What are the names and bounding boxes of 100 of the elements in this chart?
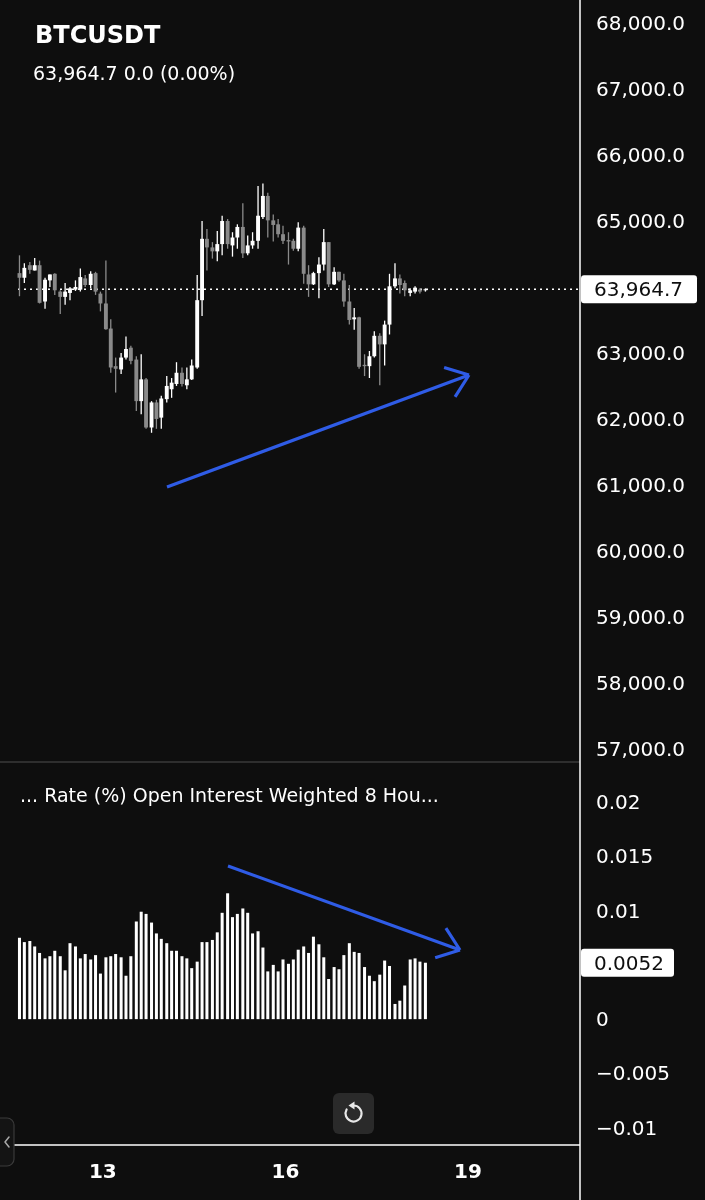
bar	[43, 958, 47, 1020]
bar	[98, 973, 102, 1020]
bar	[357, 952, 361, 1020]
y-tick-label: 68,000.0	[596, 11, 686, 36]
y-tick-label: 60,000.0	[596, 538, 686, 563]
bar	[408, 959, 412, 1020]
candlestick	[235, 223, 240, 250]
bar	[83, 954, 87, 1020]
candlestick	[52, 272, 57, 296]
bar	[363, 967, 367, 1020]
y-tick-label: 59,000.0	[596, 604, 686, 629]
y-tick-label: 66,000.0	[596, 143, 686, 168]
bar	[58, 956, 62, 1020]
bar	[129, 956, 133, 1020]
bar	[317, 944, 321, 1020]
candlestick	[139, 353, 144, 415]
bar	[251, 933, 255, 1020]
bar	[398, 1000, 402, 1020]
y-tick-label: 0.01	[596, 898, 641, 923]
bar	[139, 911, 143, 1020]
bar	[174, 950, 178, 1020]
bar	[104, 957, 108, 1020]
candlestick	[58, 289, 63, 315]
candlestick	[382, 319, 387, 367]
bar	[327, 979, 331, 1020]
y-tick-label: 63,000.0	[596, 340, 686, 365]
bar	[413, 958, 417, 1020]
candlestick	[417, 287, 422, 295]
bar	[89, 959, 93, 1020]
candlestick	[98, 290, 103, 313]
bar	[220, 912, 224, 1020]
bar	[200, 942, 204, 1020]
bar	[170, 950, 174, 1020]
candlestick	[220, 215, 225, 256]
candlestick	[204, 228, 209, 272]
bar	[185, 958, 189, 1020]
candlestick	[184, 366, 189, 390]
bar	[393, 1003, 397, 1020]
bar	[302, 946, 306, 1020]
y-tick-label: 0.02	[596, 790, 641, 815]
text: 0.0052	[594, 950, 664, 975]
y-tick-label: −0.005	[596, 1061, 671, 1086]
candlestick	[372, 330, 377, 359]
bar	[311, 936, 315, 1020]
y-tick-label: 65,000.0	[596, 209, 686, 234]
bar	[114, 954, 118, 1020]
bar	[134, 921, 138, 1020]
candlestick	[271, 213, 276, 243]
candlestick	[341, 273, 346, 308]
bar	[388, 965, 392, 1020]
bar	[109, 956, 113, 1020]
candlestick	[245, 234, 250, 256]
candlestick	[22, 262, 27, 284]
candlestick	[306, 264, 311, 298]
bar	[372, 981, 376, 1020]
bar	[352, 951, 356, 1020]
bar	[180, 956, 184, 1020]
candlestick	[180, 366, 184, 388]
bar	[322, 957, 326, 1020]
candlestick	[124, 335, 128, 361]
candlestick	[154, 399, 159, 430]
bar	[271, 964, 275, 1020]
candlestick	[215, 230, 220, 262]
x-tick-label: 16	[271, 1159, 300, 1183]
bar	[205, 942, 209, 1020]
bar	[383, 960, 387, 1020]
bar	[230, 917, 234, 1020]
bar	[190, 968, 194, 1020]
bar	[246, 912, 250, 1020]
bar	[165, 943, 169, 1020]
y-tick-label: 62,000.0	[596, 406, 686, 431]
candlestick	[393, 262, 397, 289]
x-tick-label: 13	[88, 1159, 117, 1183]
bar	[210, 939, 214, 1020]
bar	[266, 971, 270, 1020]
bar	[17, 937, 21, 1020]
bar	[68, 943, 72, 1020]
bar	[281, 959, 285, 1020]
candlestick	[316, 256, 321, 299]
candlestick	[296, 221, 301, 253]
candlestick	[347, 284, 352, 326]
y-tick-label: −0.01	[596, 1115, 658, 1140]
bar	[291, 959, 295, 1020]
candlestick	[281, 224, 285, 245]
candlestick	[367, 350, 372, 379]
bar	[159, 938, 163, 1020]
bar	[53, 950, 57, 1020]
y-tick-label: 58,000.0	[596, 670, 686, 695]
candlestick	[225, 218, 230, 250]
y-tick-label: 0	[596, 1007, 609, 1032]
bar	[256, 931, 260, 1020]
candlestick	[352, 307, 357, 331]
bar	[403, 985, 407, 1020]
bar	[38, 952, 42, 1020]
candlestick	[377, 332, 382, 386]
bar	[94, 955, 98, 1020]
bar	[226, 893, 230, 1020]
bar	[150, 922, 154, 1020]
candlestick	[169, 377, 174, 399]
bar	[215, 932, 219, 1020]
